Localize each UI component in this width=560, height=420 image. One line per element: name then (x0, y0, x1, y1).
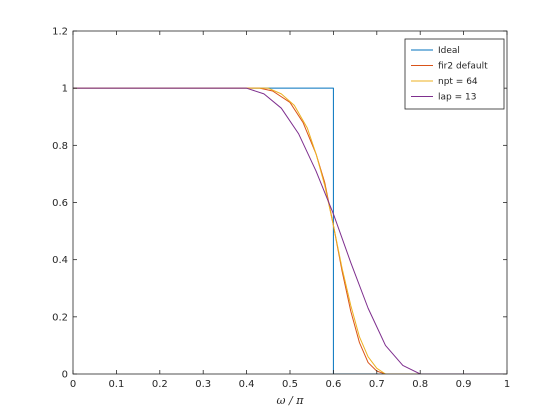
y-tick-label: 1 (62, 84, 68, 95)
x-tick-label: 0.7 (369, 379, 385, 390)
x-tick-label: 0.6 (325, 379, 341, 390)
x-tick-label: 0.8 (412, 379, 428, 390)
x-tick-label: 0.1 (108, 379, 124, 390)
series-group (73, 87, 507, 374)
x-tick-label: 0.4 (239, 379, 255, 390)
x-tick-label: 1 (504, 379, 510, 390)
x-axis-label: ω / π (277, 394, 305, 407)
series-line-3 (73, 87, 507, 374)
x-tick-label: 0.2 (152, 379, 168, 390)
x-tick-label: 0 (70, 379, 76, 390)
legend-entry-label: npt = 64 (438, 77, 478, 87)
axes: 0 0.1 0.2 0.3 0.4 0.5 0.6 0.7 0.8 0.9 1 0 0.2 0.4 0.6 0… (52, 27, 510, 391)
x-tick-label: 0.3 (195, 379, 211, 390)
y-tick-label: 0.8 (52, 141, 68, 152)
y-tick-label: 0.2 (52, 312, 68, 323)
y-tick-label: 0.6 (52, 198, 68, 209)
y-tick-label: 0 (62, 370, 68, 381)
legend: Ideal fir2 default npt = 64 lap = 13 (404, 38, 505, 110)
x-tick-label: 0.5 (282, 379, 298, 390)
y-tick-label: 1.2 (52, 27, 68, 38)
series-line-4 (73, 87, 507, 374)
legend-entry-label: Ideal (438, 46, 460, 56)
legend-entry-label: lap = 13 (438, 93, 476, 103)
x-tick-label: 0.9 (456, 379, 472, 390)
y-tick-label: 0.4 (52, 255, 68, 266)
legend-entry-label: fir2 default (438, 62, 488, 72)
legend-box (404, 38, 505, 110)
